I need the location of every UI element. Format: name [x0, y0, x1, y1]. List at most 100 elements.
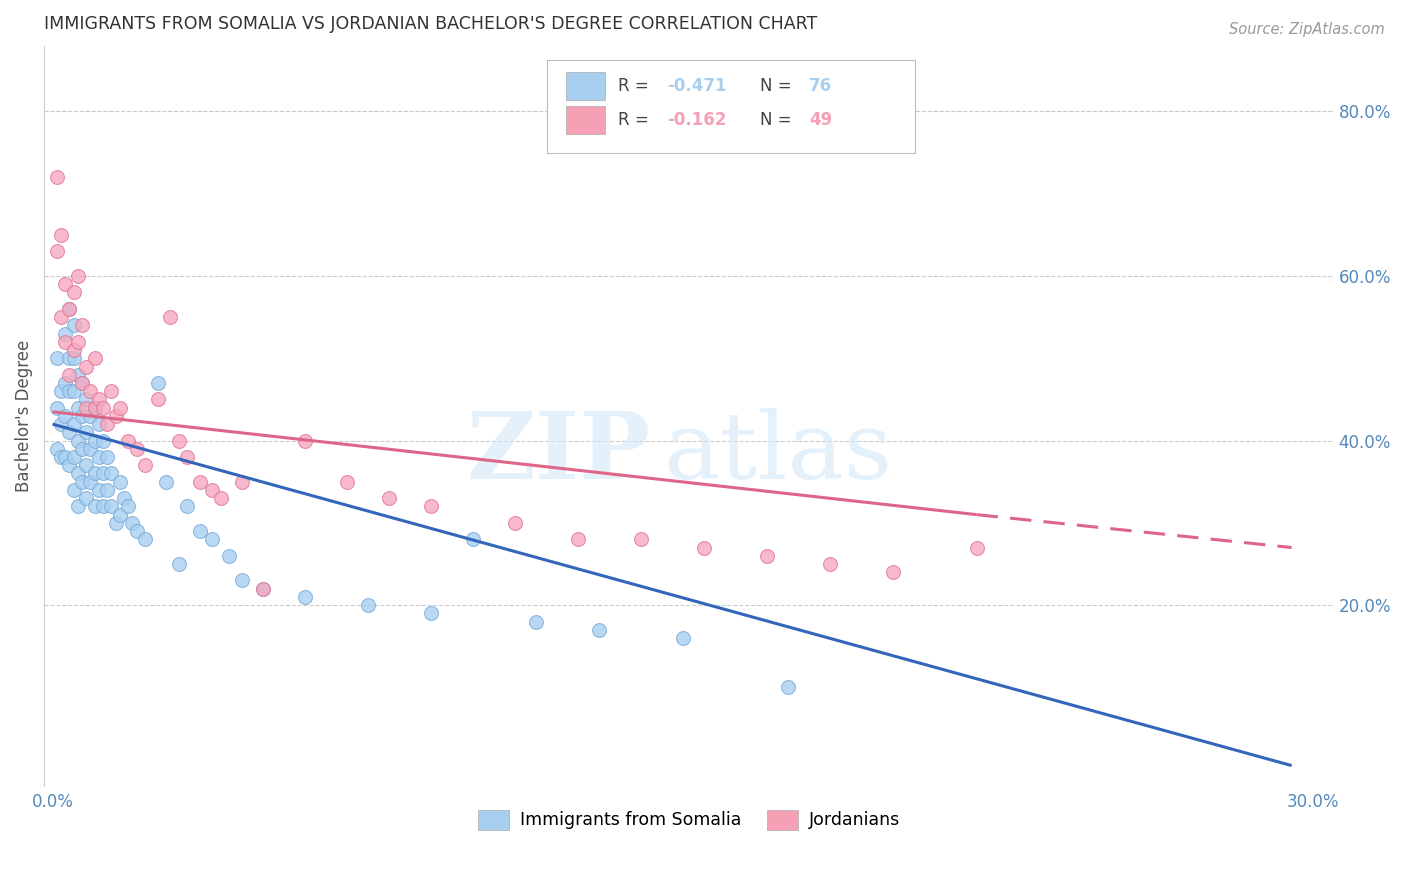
Point [62, 483, 84, 497]
Point [91, 434, 114, 448]
Point [66, 401, 89, 415]
Point [188, 524, 211, 538]
Point [83, 467, 105, 481]
Point [104, 516, 127, 530]
Point [62, 417, 84, 431]
Point [692, 541, 714, 555]
Point [335, 475, 357, 489]
Point [96, 417, 118, 431]
Point [45, 442, 67, 456]
Point [882, 566, 904, 580]
Point [66, 368, 89, 382]
Point [155, 475, 177, 489]
Point [70, 442, 93, 456]
Point [503, 516, 526, 530]
Point [201, 483, 224, 497]
Point [201, 533, 224, 547]
Point [75, 401, 97, 415]
Point [58, 301, 80, 316]
Point [100, 500, 122, 514]
FancyBboxPatch shape [547, 61, 914, 153]
Point [966, 541, 988, 555]
Point [49, 310, 72, 325]
Point [53, 277, 76, 292]
Point [49, 417, 72, 431]
Text: -0.471: -0.471 [666, 78, 727, 95]
Text: atlas: atlas [664, 408, 893, 498]
Text: N =: N = [759, 111, 797, 128]
Point [108, 508, 131, 522]
Point [75, 359, 97, 374]
Point [58, 425, 80, 440]
Point [112, 491, 135, 505]
Legend: Immigrants from Somalia, Jordanians: Immigrants from Somalia, Jordanians [471, 803, 907, 837]
Point [62, 384, 84, 399]
Point [45, 401, 67, 415]
Point [87, 392, 110, 407]
Text: 76: 76 [808, 78, 832, 95]
Point [75, 392, 97, 407]
Point [125, 524, 148, 538]
Point [49, 227, 72, 242]
Point [70, 376, 93, 390]
Point [96, 450, 118, 464]
Point [252, 582, 274, 596]
Point [117, 500, 139, 514]
Text: ZIP: ZIP [465, 408, 650, 498]
Point [252, 582, 274, 596]
Point [83, 401, 105, 415]
Point [108, 401, 131, 415]
Point [159, 310, 181, 325]
Point [75, 458, 97, 473]
Point [62, 343, 84, 357]
Point [79, 384, 101, 399]
Text: -0.162: -0.162 [666, 111, 727, 128]
Point [70, 409, 93, 423]
Point [91, 500, 114, 514]
Point [87, 483, 110, 497]
Point [146, 376, 169, 390]
Point [75, 491, 97, 505]
Point [419, 607, 441, 621]
Point [567, 533, 589, 547]
Point [66, 268, 89, 283]
Point [45, 351, 67, 366]
Point [53, 334, 76, 349]
Point [419, 500, 441, 514]
Point [87, 417, 110, 431]
Point [45, 244, 67, 259]
Point [66, 434, 89, 448]
Point [66, 500, 89, 514]
Point [70, 318, 93, 333]
Point [108, 475, 131, 489]
Point [218, 549, 240, 563]
Point [53, 326, 76, 341]
Point [755, 549, 778, 563]
Point [79, 409, 101, 423]
Point [53, 409, 76, 423]
Point [58, 458, 80, 473]
Point [87, 450, 110, 464]
Point [91, 467, 114, 481]
FancyBboxPatch shape [567, 105, 605, 134]
Point [117, 434, 139, 448]
Point [58, 301, 80, 316]
Point [62, 285, 84, 300]
Point [66, 334, 89, 349]
Point [524, 615, 547, 629]
FancyBboxPatch shape [567, 72, 605, 101]
Text: IMMIGRANTS FROM SOMALIA VS JORDANIAN BACHELOR'S DEGREE CORRELATION CHART: IMMIGRANTS FROM SOMALIA VS JORDANIAN BAC… [44, 15, 817, 33]
Point [70, 376, 93, 390]
Point [630, 533, 652, 547]
Point [70, 475, 93, 489]
Point [176, 500, 198, 514]
Point [62, 450, 84, 464]
Point [83, 434, 105, 448]
Point [231, 475, 253, 489]
Text: 49: 49 [808, 111, 832, 128]
Point [125, 442, 148, 456]
Point [294, 434, 316, 448]
Text: Source: ZipAtlas.com: Source: ZipAtlas.com [1229, 22, 1385, 37]
Point [134, 533, 156, 547]
Point [49, 450, 72, 464]
